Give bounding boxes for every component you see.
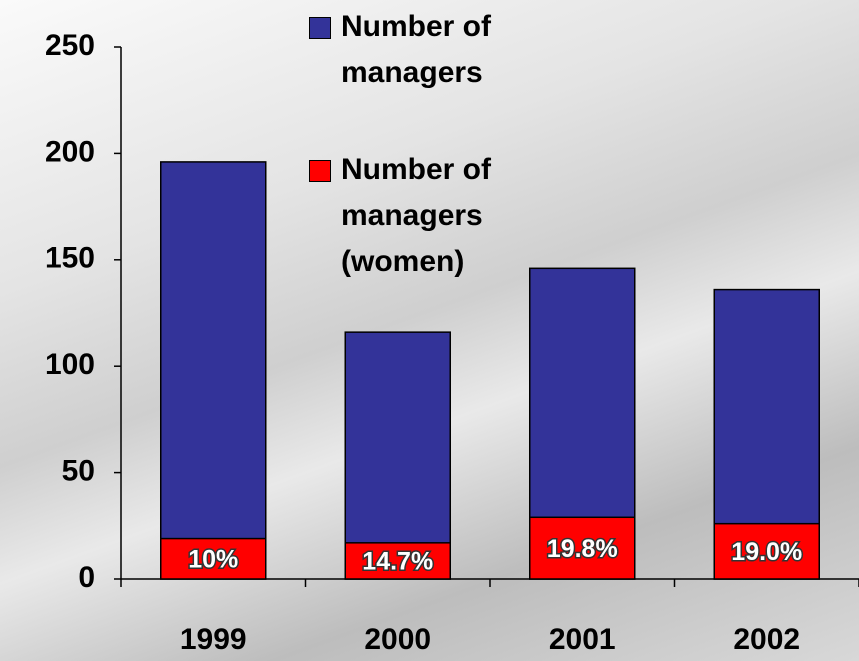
bar xyxy=(160,537,267,580)
bar xyxy=(713,522,820,580)
legend-swatch xyxy=(309,17,331,39)
share-label: 14.7% xyxy=(362,548,433,576)
y-tick-label: 100 xyxy=(45,348,95,381)
x-tick-label: 2000 xyxy=(364,623,431,656)
share-label: 19.8% xyxy=(547,535,618,563)
y-tick-label: 150 xyxy=(45,242,95,275)
bar xyxy=(160,161,267,580)
x-tick-label: 2002 xyxy=(733,623,800,656)
y-tick-label: 50 xyxy=(62,455,95,488)
y-tick-label: 200 xyxy=(45,135,95,168)
bar xyxy=(344,331,451,580)
share-label: 19.0% xyxy=(731,538,802,566)
x-tick-label: 1999 xyxy=(180,623,247,656)
share-label: 10% xyxy=(188,545,238,573)
bar xyxy=(344,542,451,580)
legend-entry: Number of managers (women) xyxy=(309,147,519,285)
y-tick-label: 0 xyxy=(78,561,95,594)
legend-entry: Number of managers xyxy=(309,4,519,96)
bar xyxy=(529,516,636,580)
x-tick-label: 2001 xyxy=(549,623,616,656)
legend-swatch xyxy=(309,160,331,182)
legend-label: Number of managers xyxy=(341,10,491,89)
legend-label: Number of managers (women) xyxy=(341,153,491,278)
y-tick-label: 250 xyxy=(45,29,95,62)
